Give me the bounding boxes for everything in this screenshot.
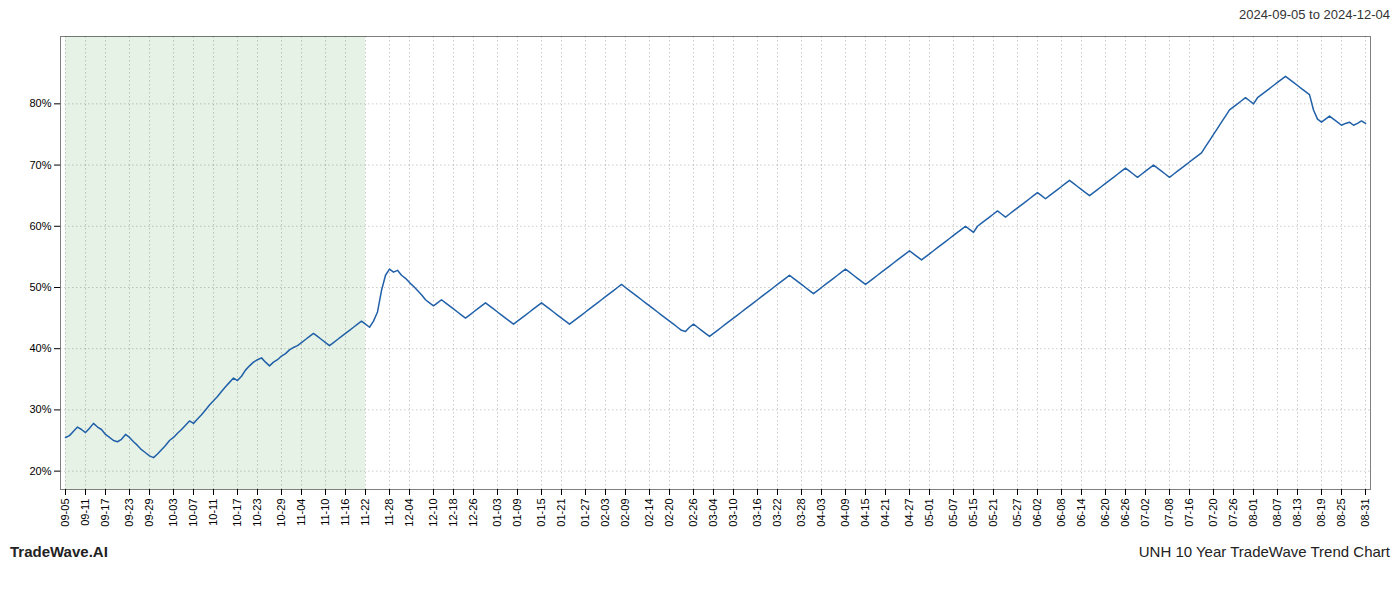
svg-text:05-07: 05-07 xyxy=(947,499,959,527)
svg-text:03-04: 03-04 xyxy=(707,499,719,527)
svg-text:05-21: 05-21 xyxy=(987,499,999,527)
svg-text:40%: 40% xyxy=(29,342,51,354)
svg-text:11-28: 11-28 xyxy=(383,499,395,526)
svg-text:10-17: 10-17 xyxy=(231,499,243,527)
svg-text:05-27: 05-27 xyxy=(1011,499,1023,527)
svg-text:06-02: 06-02 xyxy=(1031,499,1043,527)
html-text:2024-09-05 to 2024-12-04: 2024-09-05 to 2024-12-04 xyxy=(1238,7,1390,22)
svg-text:10-23: 10-23 xyxy=(251,499,263,527)
svg-text:20%: 20% xyxy=(29,465,51,477)
svg-text:60%: 60% xyxy=(29,220,51,232)
svg-text:10-07: 10-07 xyxy=(187,499,199,527)
html-text:UNH 10 Year TradeWave Trend Ch: UNH 10 Year TradeWave Trend Chart xyxy=(1138,543,1390,560)
svg-text:02-20: 02-20 xyxy=(663,499,675,527)
svg-text:06-14: 06-14 xyxy=(1075,499,1087,527)
svg-text:12-04: 12-04 xyxy=(403,499,415,527)
svg-text:04-15: 04-15 xyxy=(859,499,871,527)
svg-text:06-20: 06-20 xyxy=(1099,499,1111,527)
svg-text:04-09: 04-09 xyxy=(839,499,851,527)
svg-text:03-10: 03-10 xyxy=(727,499,739,527)
svg-text:03-16: 03-16 xyxy=(751,499,763,527)
svg-text:01-09: 01-09 xyxy=(511,499,523,527)
svg-text:02-09: 02-09 xyxy=(619,499,631,527)
svg-text:08-31: 08-31 xyxy=(1359,499,1371,527)
svg-text:08-25: 08-25 xyxy=(1335,499,1347,527)
svg-text:03-28: 03-28 xyxy=(795,499,807,527)
svg-text:03-22: 03-22 xyxy=(771,499,783,527)
svg-text:01-15: 01-15 xyxy=(535,499,547,527)
svg-text:12-18: 12-18 xyxy=(447,499,459,527)
svg-text:09-17: 09-17 xyxy=(99,499,111,527)
svg-text:09-05: 09-05 xyxy=(59,499,71,527)
svg-text:10-11: 10-11 xyxy=(207,499,219,526)
svg-text:08-01: 08-01 xyxy=(1247,499,1259,527)
svg-text:07-26: 07-26 xyxy=(1227,499,1239,527)
svg-text:10-03: 10-03 xyxy=(167,499,179,527)
svg-text:09-29: 09-29 xyxy=(143,499,155,527)
svg-text:11-16: 11-16 xyxy=(339,499,351,526)
svg-text:09-11: 09-11 xyxy=(79,499,91,526)
svg-text:50%: 50% xyxy=(29,281,51,293)
svg-text:11-04: 11-04 xyxy=(295,499,307,526)
svg-text:01-27: 01-27 xyxy=(579,499,591,527)
svg-text:05-01: 05-01 xyxy=(923,499,935,527)
html-text:TradeWave.AI: TradeWave.AI xyxy=(10,543,108,560)
svg-text:11-22: 11-22 xyxy=(359,499,371,526)
svg-text:07-08: 07-08 xyxy=(1163,499,1175,527)
svg-text:08-13: 08-13 xyxy=(1291,499,1303,527)
svg-text:07-20: 07-20 xyxy=(1207,499,1219,527)
svg-text:02-14: 02-14 xyxy=(643,499,655,527)
svg-text:11-10: 11-10 xyxy=(319,499,331,526)
svg-text:09-23: 09-23 xyxy=(123,499,135,527)
svg-text:04-03: 04-03 xyxy=(815,499,827,527)
svg-text:01-03: 01-03 xyxy=(491,499,503,527)
svg-text:12-26: 12-26 xyxy=(467,499,479,527)
svg-text:02-03: 02-03 xyxy=(599,499,611,527)
svg-text:06-08: 06-08 xyxy=(1055,499,1067,527)
svg-text:80%: 80% xyxy=(29,97,51,109)
svg-text:07-16: 07-16 xyxy=(1183,499,1195,527)
svg-text:04-21: 04-21 xyxy=(879,499,891,527)
svg-text:06-26: 06-26 xyxy=(1119,499,1131,527)
svg-text:08-19: 08-19 xyxy=(1315,499,1327,527)
svg-text:08-07: 08-07 xyxy=(1271,499,1283,527)
svg-text:07-02: 07-02 xyxy=(1139,499,1151,527)
svg-text:10-29: 10-29 xyxy=(275,499,287,527)
svg-text:02-26: 02-26 xyxy=(687,499,699,527)
svg-text:30%: 30% xyxy=(29,403,51,415)
svg-text:70%: 70% xyxy=(29,159,51,171)
svg-text:04-27: 04-27 xyxy=(903,499,915,527)
svg-text:01-21: 01-21 xyxy=(555,499,567,527)
svg-text:12-10: 12-10 xyxy=(427,499,439,527)
svg-text:05-15: 05-15 xyxy=(967,499,979,527)
